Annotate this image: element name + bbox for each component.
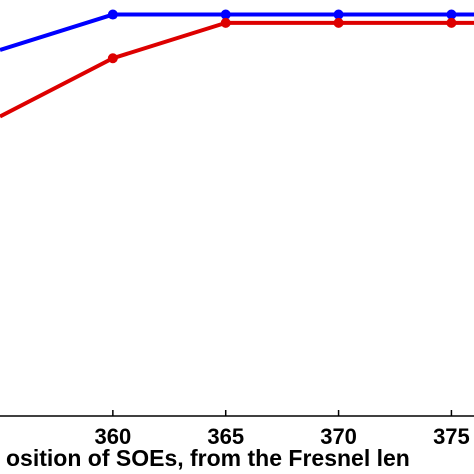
series-1-point — [446, 9, 457, 20]
series-1-point — [220, 9, 231, 20]
series-2-point — [107, 53, 118, 64]
x-tick-label: 375 — [433, 424, 470, 449]
series-2-point — [333, 17, 344, 28]
x-tick-label: 370 — [320, 424, 357, 449]
series-2-point — [220, 17, 231, 28]
series-2-point — [446, 17, 457, 28]
x-tick-label: 360 — [94, 424, 131, 449]
x-tick-label: 365 — [207, 424, 244, 449]
series-1-point — [107, 9, 118, 20]
series-layer — [0, 9, 474, 119]
series-1-point — [333, 9, 344, 20]
x-axis-label: osition of SOEs, from the Fresnel len — [6, 445, 410, 471]
tick-layer: 360 365 370 375 — [94, 410, 470, 449]
